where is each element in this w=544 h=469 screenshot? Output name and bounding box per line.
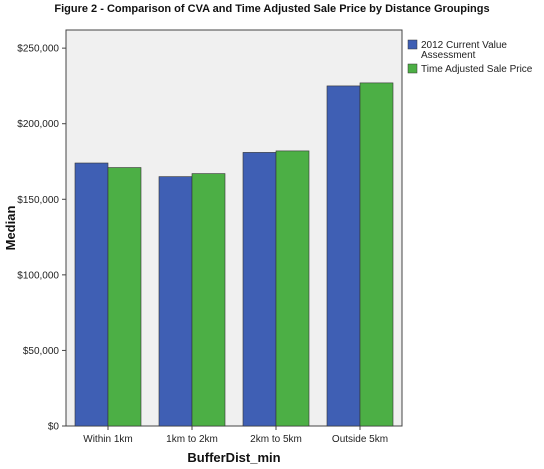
legend-label-1: Assessment xyxy=(421,50,476,61)
x-axis: Within 1km 1km to 2km 2km to 5km Outside 5k… xyxy=(83,426,388,445)
legend-swatch-2 xyxy=(407,63,418,74)
x-tick-label: 1km to 2km xyxy=(166,434,218,445)
y-tick-label: $0 xyxy=(48,422,60,433)
y-tick-label: $50,000 xyxy=(23,346,60,357)
bar-sale-price-1 xyxy=(107,167,142,427)
x-tick-label: Within 1km xyxy=(83,434,132,445)
bars-group xyxy=(74,82,394,427)
bar-cva-3 xyxy=(242,152,277,427)
y-axis: $0 $50,000 $100,000 $150,000 $200,000 $250,00… xyxy=(17,44,66,433)
legend-label-1: 2012 Current Value xyxy=(421,40,507,51)
bar-cva-4 xyxy=(326,85,361,427)
legend-label-2: Time Adjusted Sale Price xyxy=(421,64,533,75)
y-tick-label: $150,000 xyxy=(17,195,59,206)
bar-sale-price-3 xyxy=(275,150,310,427)
x-tick-label: 2km to 5km xyxy=(250,434,302,445)
bar-cva-2 xyxy=(158,176,193,427)
bar-sale-price-4 xyxy=(359,82,394,427)
y-tick-label: $100,000 xyxy=(17,270,59,281)
chart-title: Figure 2 - Comparison of CVA and Time Ad… xyxy=(54,3,490,15)
x-axis-title: BufferDist_min xyxy=(187,450,280,465)
y-axis-title: Median xyxy=(3,206,18,251)
y-tick-label: $200,000 xyxy=(17,119,59,130)
y-tick-label: $250,000 xyxy=(17,44,59,55)
legend-swatch-1 xyxy=(407,39,418,50)
x-tick-label: Outside 5km xyxy=(332,434,388,445)
bar-cva-1 xyxy=(74,162,109,427)
bar-sale-price-2 xyxy=(191,173,226,427)
